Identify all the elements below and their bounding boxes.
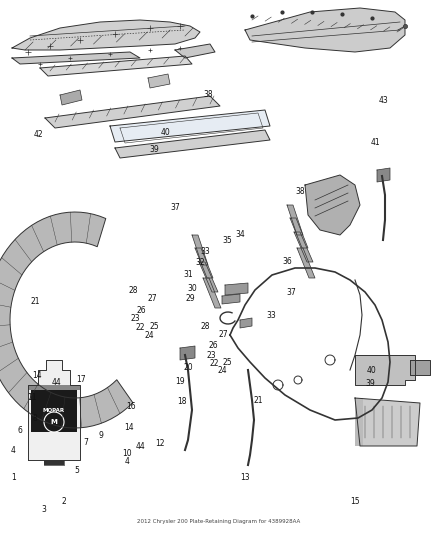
Polygon shape [410, 360, 430, 375]
Polygon shape [12, 52, 140, 64]
Text: 31: 31 [184, 270, 193, 279]
Text: 24: 24 [144, 332, 154, 340]
Polygon shape [225, 283, 248, 295]
Text: 39: 39 [149, 145, 159, 154]
Text: 42: 42 [34, 130, 43, 139]
Text: 25: 25 [149, 322, 159, 330]
Text: 2: 2 [61, 497, 66, 505]
Text: M: M [50, 419, 57, 425]
Polygon shape [175, 44, 215, 58]
Text: 30: 30 [188, 285, 198, 293]
Text: 27: 27 [219, 330, 228, 339]
Polygon shape [199, 262, 218, 292]
Polygon shape [245, 8, 405, 52]
Text: 27: 27 [148, 294, 157, 303]
Polygon shape [305, 175, 360, 235]
Polygon shape [148, 74, 170, 88]
Text: 20: 20 [184, 364, 193, 372]
Text: 7: 7 [83, 438, 88, 447]
Text: 14: 14 [32, 372, 42, 380]
Text: 8: 8 [33, 414, 37, 423]
Text: 34: 34 [235, 230, 245, 239]
Polygon shape [0, 212, 133, 428]
Text: 6: 6 [17, 426, 22, 435]
Text: 21: 21 [254, 397, 263, 405]
Polygon shape [44, 460, 64, 465]
Text: 10: 10 [122, 449, 132, 457]
Polygon shape [115, 130, 270, 158]
Text: 9: 9 [98, 432, 103, 440]
Polygon shape [297, 248, 315, 278]
Polygon shape [355, 355, 415, 385]
Text: 43: 43 [378, 96, 388, 104]
Text: 40: 40 [161, 128, 170, 136]
Polygon shape [192, 235, 208, 265]
Polygon shape [45, 96, 220, 128]
Polygon shape [287, 205, 303, 235]
Text: 35: 35 [223, 237, 233, 245]
Text: 28: 28 [129, 286, 138, 295]
Text: 19: 19 [175, 377, 184, 385]
Text: 23: 23 [130, 314, 140, 323]
Text: 32: 32 [196, 258, 205, 266]
Text: 24: 24 [218, 366, 227, 375]
Text: 14: 14 [124, 423, 134, 432]
Text: 17: 17 [76, 375, 86, 384]
Polygon shape [355, 398, 420, 446]
Polygon shape [240, 318, 252, 328]
Polygon shape [28, 360, 80, 460]
Polygon shape [180, 346, 195, 360]
Polygon shape [377, 168, 390, 182]
Text: 4: 4 [124, 457, 130, 465]
Text: 2012 Chrysler 200 Plate-Retaining Diagram for 4389928AA: 2012 Chrysler 200 Plate-Retaining Diagra… [138, 519, 300, 524]
Polygon shape [290, 218, 308, 248]
Text: 44: 44 [135, 442, 145, 451]
Text: 22: 22 [135, 324, 145, 332]
Polygon shape [203, 278, 221, 308]
Text: 39: 39 [365, 379, 375, 388]
Polygon shape [40, 56, 192, 76]
Text: 26: 26 [209, 341, 219, 350]
Text: 13: 13 [240, 473, 250, 481]
Text: 4: 4 [11, 446, 16, 455]
Text: 3: 3 [41, 505, 46, 513]
Text: 26: 26 [136, 306, 146, 314]
Polygon shape [355, 398, 363, 446]
Polygon shape [195, 248, 213, 278]
Text: 11: 11 [27, 393, 36, 401]
Text: 37: 37 [286, 288, 296, 296]
Text: 37: 37 [170, 204, 180, 212]
Text: 22: 22 [210, 359, 219, 368]
Polygon shape [222, 294, 240, 304]
Text: 33: 33 [267, 311, 276, 320]
Text: 21: 21 [30, 297, 40, 305]
Text: 33: 33 [200, 247, 210, 256]
Polygon shape [60, 90, 82, 105]
Polygon shape [31, 390, 77, 432]
Text: 16: 16 [127, 402, 136, 410]
Text: 1: 1 [11, 473, 15, 481]
Text: 29: 29 [186, 294, 195, 303]
Text: 12: 12 [155, 439, 165, 448]
Text: 40: 40 [367, 366, 376, 375]
Text: 41: 41 [371, 139, 381, 147]
Text: 23: 23 [206, 351, 216, 360]
Text: 44: 44 [51, 378, 61, 387]
Text: 25: 25 [222, 358, 232, 367]
Text: 38: 38 [203, 91, 213, 99]
Polygon shape [294, 232, 313, 262]
Text: 5: 5 [74, 466, 79, 474]
Polygon shape [110, 110, 270, 142]
Text: 15: 15 [350, 497, 360, 505]
Polygon shape [12, 20, 200, 50]
Polygon shape [28, 385, 80, 390]
Text: 18: 18 [177, 398, 187, 406]
Text: 28: 28 [200, 322, 210, 330]
Text: 38: 38 [295, 188, 305, 196]
Text: 36: 36 [282, 257, 292, 265]
Text: MOPAR: MOPAR [43, 408, 65, 414]
